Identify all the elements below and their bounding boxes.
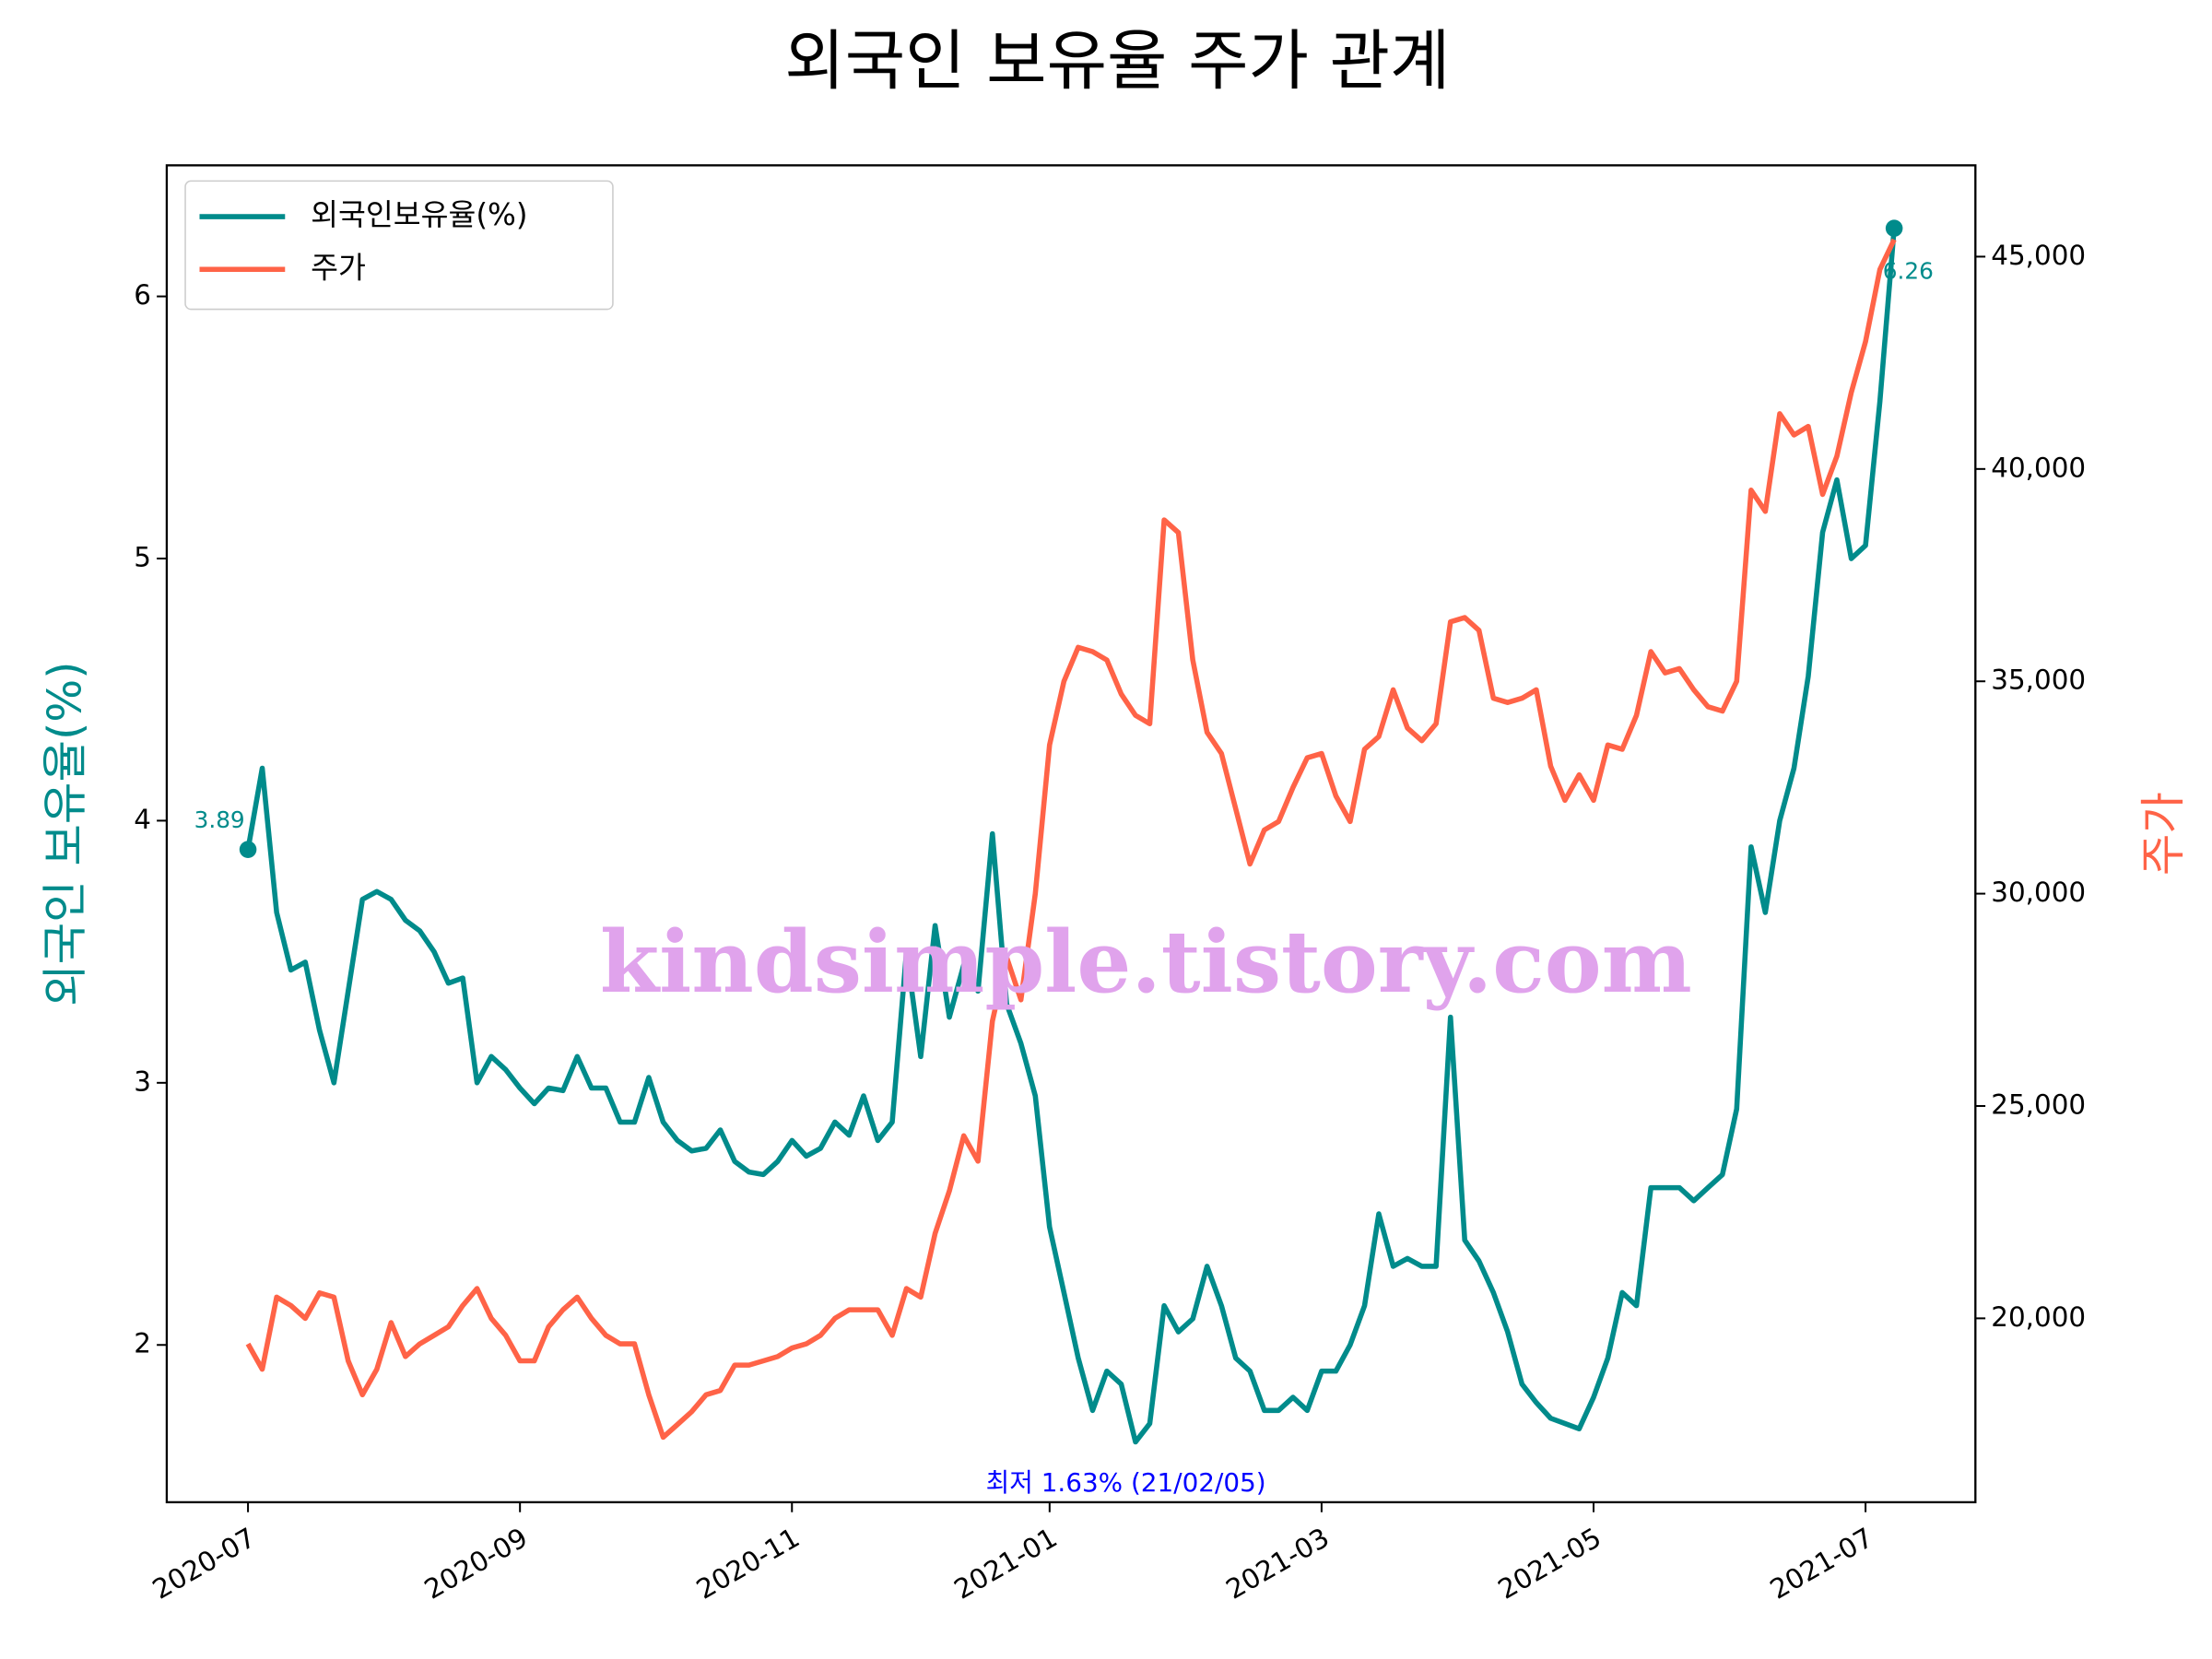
legend-label: 주가: [311, 250, 366, 285]
y2-axis-label: 주가: [2136, 792, 2190, 876]
y2-tick-label: 20,000: [1991, 1301, 2086, 1333]
min-annotation: 최저 1.63% (21/02/05): [986, 1467, 1266, 1498]
y2-tick-label: 45,000: [1991, 240, 2086, 271]
end-marker: [1885, 219, 1903, 237]
y-tick-label: 6: [134, 279, 151, 311]
y-tick-label: 3: [134, 1065, 151, 1097]
data-label: 6.26: [1883, 258, 1934, 285]
end-marker: [239, 841, 257, 858]
data-line: [245, 228, 1897, 1445]
data-label: 3.89: [194, 806, 245, 833]
y-axis-label: 외국인 보유율(%): [39, 661, 92, 1006]
y-tick-label: 5: [134, 542, 151, 573]
y-tick-label: 2: [134, 1328, 151, 1359]
watermark: kindsimple.tistory.com: [600, 912, 1692, 1012]
chart-title: 외국인 보유율 주가 관계: [784, 23, 1450, 100]
y2-tick-label: 35,000: [1991, 665, 2086, 696]
y2-tick-label: 40,000: [1991, 452, 2086, 483]
y2-tick-label: 30,000: [1991, 877, 2086, 908]
legend-box: [184, 180, 614, 311]
legend-label: 외국인보유율(%): [311, 197, 527, 232]
y-tick-label: 4: [134, 804, 151, 835]
y2-tick-label: 25,000: [1991, 1088, 2086, 1120]
data-line: [245, 238, 1897, 1441]
plot-frame: [165, 164, 1977, 1504]
